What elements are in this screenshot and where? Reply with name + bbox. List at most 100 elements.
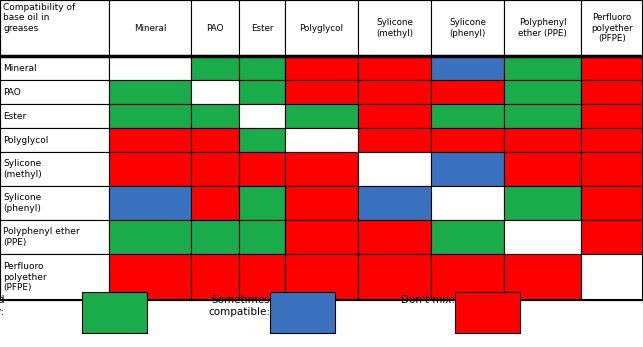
Text: Ester: Ester: [251, 24, 273, 33]
Bar: [109, 104, 191, 128]
Text: PAO: PAO: [206, 24, 224, 33]
Bar: [431, 104, 504, 128]
Bar: [0, 104, 109, 128]
Bar: [109, 152, 191, 186]
Bar: [581, 104, 643, 128]
Text: Perfluoro
polyether
(PFPE): Perfluoro polyether (PFPE): [591, 13, 633, 43]
Bar: [239, 56, 285, 80]
Bar: [431, 254, 504, 300]
Text: Good
compatibility:: Good compatibility:: [0, 295, 5, 317]
Bar: [109, 80, 191, 104]
Bar: [191, 0, 239, 56]
Text: Sometimes
compatible:: Sometimes compatible:: [208, 295, 270, 317]
Bar: [109, 0, 191, 56]
Bar: [239, 254, 285, 300]
Bar: [239, 104, 285, 128]
Bar: [431, 128, 504, 152]
Bar: [504, 128, 581, 152]
Bar: [504, 56, 581, 80]
Bar: [0, 0, 109, 56]
Bar: [358, 80, 431, 104]
Bar: [191, 56, 239, 80]
Bar: [239, 0, 285, 56]
Text: Sylicone
(phenyl): Sylicone (phenyl): [449, 18, 486, 38]
Bar: [285, 186, 358, 220]
Bar: [581, 186, 643, 220]
Bar: [285, 0, 358, 56]
Bar: [358, 220, 431, 254]
Bar: [0, 186, 109, 220]
Text: Polyglycol: Polyglycol: [300, 24, 343, 33]
Bar: [239, 128, 285, 152]
Bar: [504, 254, 581, 300]
Bar: [581, 152, 643, 186]
Bar: [239, 80, 285, 104]
Bar: [455, 292, 520, 333]
Text: Compatibility of
base oil in
greases: Compatibility of base oil in greases: [3, 3, 75, 33]
Bar: [270, 292, 335, 333]
Bar: [239, 152, 285, 186]
Bar: [358, 0, 431, 56]
Bar: [109, 254, 191, 300]
Bar: [358, 56, 431, 80]
Bar: [504, 186, 581, 220]
Bar: [358, 254, 431, 300]
Text: Sylicone
(methyl): Sylicone (methyl): [3, 159, 42, 179]
Text: Polyphenyl ether
(PPE): Polyphenyl ether (PPE): [3, 227, 80, 247]
Bar: [285, 104, 358, 128]
Bar: [358, 186, 431, 220]
Bar: [0, 0, 643, 300]
Bar: [239, 186, 285, 220]
Text: Sylicone
(methyl): Sylicone (methyl): [376, 18, 413, 38]
Text: Sylicone
(phenyl): Sylicone (phenyl): [3, 193, 41, 213]
Text: Perfluoro
polyether
(PFPE): Perfluoro polyether (PFPE): [3, 262, 47, 292]
Text: Don't mix:: Don't mix:: [401, 295, 455, 305]
Bar: [504, 80, 581, 104]
Bar: [285, 56, 358, 80]
Bar: [109, 220, 191, 254]
Bar: [0, 128, 109, 152]
Text: Polyphenyl
ether (PPE): Polyphenyl ether (PPE): [518, 18, 567, 38]
Bar: [581, 0, 643, 56]
Bar: [191, 128, 239, 152]
Bar: [581, 128, 643, 152]
Bar: [504, 0, 581, 56]
Bar: [431, 152, 504, 186]
Bar: [358, 128, 431, 152]
Bar: [0, 56, 109, 80]
Bar: [431, 56, 504, 80]
Bar: [191, 186, 239, 220]
Bar: [109, 186, 191, 220]
Bar: [285, 254, 358, 300]
Bar: [0, 254, 109, 300]
Bar: [82, 292, 147, 333]
Bar: [581, 56, 643, 80]
Bar: [581, 80, 643, 104]
Text: PAO: PAO: [3, 87, 21, 96]
Text: Polyglycol: Polyglycol: [3, 135, 48, 144]
Bar: [285, 152, 358, 186]
Text: Mineral: Mineral: [3, 64, 37, 73]
Bar: [191, 220, 239, 254]
Bar: [0, 220, 109, 254]
Bar: [504, 220, 581, 254]
Bar: [358, 152, 431, 186]
Bar: [191, 254, 239, 300]
Bar: [504, 152, 581, 186]
Bar: [191, 80, 239, 104]
Text: Mineral: Mineral: [134, 24, 166, 33]
Bar: [581, 254, 643, 300]
Bar: [109, 56, 191, 80]
Bar: [191, 152, 239, 186]
Bar: [285, 80, 358, 104]
Bar: [504, 104, 581, 128]
Bar: [358, 104, 431, 128]
Bar: [109, 128, 191, 152]
Bar: [191, 104, 239, 128]
Bar: [431, 186, 504, 220]
Bar: [0, 152, 109, 186]
Bar: [239, 220, 285, 254]
Bar: [581, 220, 643, 254]
Bar: [431, 0, 504, 56]
Bar: [285, 220, 358, 254]
